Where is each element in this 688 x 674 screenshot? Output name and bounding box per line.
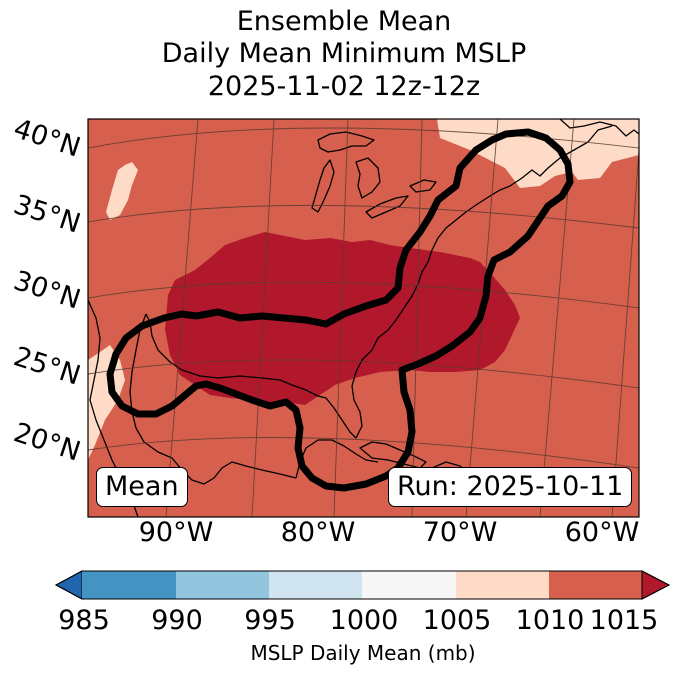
colorbar-tick-1015: 1015 xyxy=(589,605,659,636)
lon-label-90: 90°W xyxy=(139,517,214,548)
colorbar-segment-985-990 xyxy=(82,571,176,599)
lon-label-60: 60°W xyxy=(565,517,640,548)
colorbar-tick-985: 985 xyxy=(58,605,110,636)
map-frame xyxy=(87,118,640,518)
title-line-3: 2025-11-02 12z-12z xyxy=(207,71,481,102)
lake-ontario xyxy=(409,179,437,193)
coast-mexico xyxy=(129,313,297,485)
colorbar-segment-1000-1005 xyxy=(362,571,456,599)
colorbar-tick-1010: 1010 xyxy=(515,605,585,636)
title-line-2: Daily Mean Minimum MSLP xyxy=(161,38,527,69)
title-line-1: Ensemble Mean xyxy=(236,6,452,37)
light-patch-west xyxy=(106,162,138,220)
lon-label-70: 70°W xyxy=(423,517,498,548)
parallel-30 xyxy=(88,281,639,309)
colorbar-frame xyxy=(54,570,671,600)
lon-label-80: 80°W xyxy=(281,517,356,548)
meridian-60 xyxy=(611,149,639,517)
lat-label-35: 35°N xyxy=(10,189,84,240)
parallel-20 xyxy=(88,437,639,469)
probability-contour xyxy=(106,128,574,492)
colorbar-tick-995: 995 xyxy=(244,605,296,636)
colorbar-label: MSLP Daily Mean (mb) xyxy=(250,641,476,665)
colorbar-under-arrow xyxy=(54,570,83,600)
lake-erie xyxy=(365,195,409,219)
parallel-35 xyxy=(88,204,639,229)
light-patch-northeast xyxy=(437,119,639,188)
mean-badge: Mean xyxy=(96,467,188,507)
coast-cuba xyxy=(359,441,427,469)
lake-michigan xyxy=(311,159,335,213)
meridian-90 xyxy=(165,119,199,517)
colorbar-tick-1000: 1000 xyxy=(329,605,399,636)
parallel-25 xyxy=(88,359,639,389)
lat-label-20: 20°N xyxy=(10,417,84,468)
run-date-badge: Run: 2025-10-11 xyxy=(388,467,633,507)
lat-label-40: 40°N xyxy=(10,113,84,164)
meridian-75 xyxy=(411,119,423,517)
colorbar-segment-990-995 xyxy=(176,571,269,599)
colorbar-tick-990: 990 xyxy=(151,605,203,636)
coast-east xyxy=(145,125,613,439)
lat-label-25: 25°N xyxy=(10,341,84,392)
colorbar-tick-1005: 1005 xyxy=(422,605,492,636)
colorbar xyxy=(54,570,671,600)
lake-superior xyxy=(317,131,375,153)
lat-label-30: 30°N xyxy=(10,265,84,316)
colorbar-segment-1005-1010 xyxy=(456,571,549,599)
colorbar-segment-995-1000 xyxy=(269,571,362,599)
colorbar-over-arrow xyxy=(641,570,671,600)
map-panel xyxy=(88,119,639,517)
light-patch-mexico xyxy=(88,345,125,460)
coast-labrador xyxy=(559,119,639,137)
lake-huron xyxy=(355,157,381,199)
colorbar-segment-1010-1015 xyxy=(549,571,642,599)
